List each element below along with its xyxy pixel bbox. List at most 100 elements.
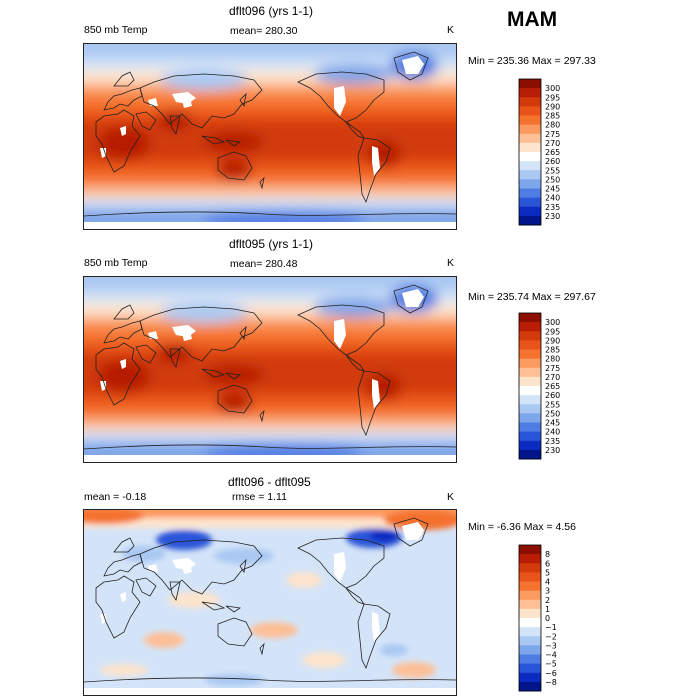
colorbar-tick-label: 230 [545,446,560,455]
panel-3-field [84,510,456,695]
colorbar-frame [518,78,542,226]
colorbar-tick-label: 255 [545,166,560,175]
colorbar-tick-label: 260 [545,391,560,400]
colorbar-tick-label: −6 [545,669,557,678]
colorbar-tick-label: −8 [545,678,557,687]
colorbar-tick-label: 280 [545,355,560,364]
panel-3-title: dflt096 - dflt095 [228,475,311,489]
colorbar-tick-label: −4 [545,651,557,660]
panel-2-units: K [447,257,455,269]
colorbar-swatch [519,197,541,208]
panel-1-colorbar-svg: 3002952902852802752702652602552502452402… [518,78,560,226]
colorbar-tick-label: 280 [545,121,560,130]
colorbar-swatch [519,672,541,683]
colorbar-frame [518,544,542,692]
colorbar-tick-label: 290 [545,102,560,111]
panel-1-colorbar: 300 295 290 285 280 275 270 265 260 255 250 245 240 2… [518,78,560,226]
colorbar-tick-label: 290 [545,336,560,345]
colorbar-swatch [519,581,541,592]
colorbar-tick-label: 245 [545,419,560,428]
colorbar-swatch [519,654,541,665]
colorbar-swatch [519,170,541,180]
colorbar-tick-label: 8 [545,550,550,559]
colorbar-tick-label: 270 [545,373,560,382]
colorbar-swatch [519,161,541,171]
panel-2-title: dflt095 (yrs 1-1) [229,237,314,251]
colorbar-tick-label: 240 [545,194,560,203]
panel-2-map [83,276,457,463]
colorbar-swatch [519,590,541,601]
colorbar-swatch [519,431,541,442]
panel-2-colorbar-svg: 3002952902852802752702652602552502452402… [518,312,560,460]
panel-2-range: Min = 235.74 Max = 297.67 [468,291,596,303]
colorbar-swatch [519,88,541,98]
panel-3-range: Min = -6.36 Max = 4.56 [468,521,576,533]
colorbar-tick-label: 4 [545,578,550,587]
colorbar-tick-label: 265 [545,382,560,391]
colorbar-tick-label: 245 [545,185,560,194]
colorbar-swatch [519,367,541,378]
colorbar-tick-label: −5 [545,660,557,669]
colorbar-tick-label: 6 [545,559,550,568]
panel-1-mean: mean= 280.30 [230,25,298,37]
colorbar-tick-label: 260 [545,157,560,166]
colorbar-swatch [519,395,541,405]
colorbar-swatch [519,404,541,414]
colorbar-swatch [519,97,541,107]
colorbar-tick-label: 5 [545,568,550,577]
colorbar-swatch [519,79,541,89]
colorbar-swatch [519,206,541,217]
colorbar-tick-label: 275 [545,130,560,139]
colorbar-swatch [519,322,541,332]
colorbar-swatch [519,545,541,555]
panel-2-mean: mean= 280.48 [230,258,298,270]
colorbar-swatch [519,440,541,451]
colorbar-swatch [519,179,541,189]
panel-3-rmse: rmse = 1.11 [232,491,287,503]
colorbar-tick-label: −3 [545,641,557,650]
colorbar-tick-label: −1 [545,623,557,632]
panel-2-field [84,277,456,462]
colorbar-tick-label: 275 [545,364,560,373]
colorbar-swatch [519,554,541,564]
panel-1-title: dflt096 (yrs 1-1) [229,4,314,18]
colorbar-swatch [519,645,541,655]
colorbar-tick-label: 0 [545,614,550,623]
colorbar-swatch [519,449,541,460]
colorbar-tick-label: −2 [545,632,557,641]
colorbar-tick-label: 285 [545,346,560,355]
colorbar-tick-label: 250 [545,409,560,418]
colorbar-swatch [519,331,541,341]
colorbar-tick-label: 300 [545,318,560,327]
colorbar-swatch [519,106,541,116]
panel-2-colorbar: 300 295 290 285 280 275 270 265 260 255 250 245 240 2… [518,312,560,460]
colorbar-tick-label: 1 [545,605,550,614]
panel-3-units: K [447,491,455,503]
colorbar-swatch [519,358,541,369]
colorbar-swatch [519,599,541,610]
colorbar-swatch [519,215,541,226]
colorbar-tick-label: 250 [545,175,560,184]
colorbar-swatch [519,142,541,153]
panel-1-range: Min = 235.36 Max = 297.33 [468,55,596,67]
colorbar-swatch [519,422,541,433]
colorbar-tick-label: 285 [545,112,560,121]
colorbar-tick-label: 255 [545,400,560,409]
colorbar-tick-label: 230 [545,212,560,221]
panel-3-colorbar: 8 6 5 4 3 2 1 0 −1 −2 −3 −4 −5 −6 −8 [518,544,557,692]
colorbar-swatch [519,663,541,674]
panel-1-map [83,43,457,230]
colorbar-tick-label: 235 [545,203,560,212]
panel-1-units: K [447,24,455,36]
colorbar-swatch [519,386,541,396]
colorbar-tick-label: 265 [545,148,560,157]
colorbar-swatch [519,608,541,619]
colorbar-swatch [519,376,541,387]
colorbar-tick-label: 300 [545,84,560,93]
panel-1-variable: 850 mb Temp [84,24,148,36]
colorbar-frame [518,312,542,460]
colorbar-tick-label: 2 [545,596,550,605]
panel-2-variable: 850 mb Temp [84,257,148,269]
season-title: MAM [507,8,558,31]
